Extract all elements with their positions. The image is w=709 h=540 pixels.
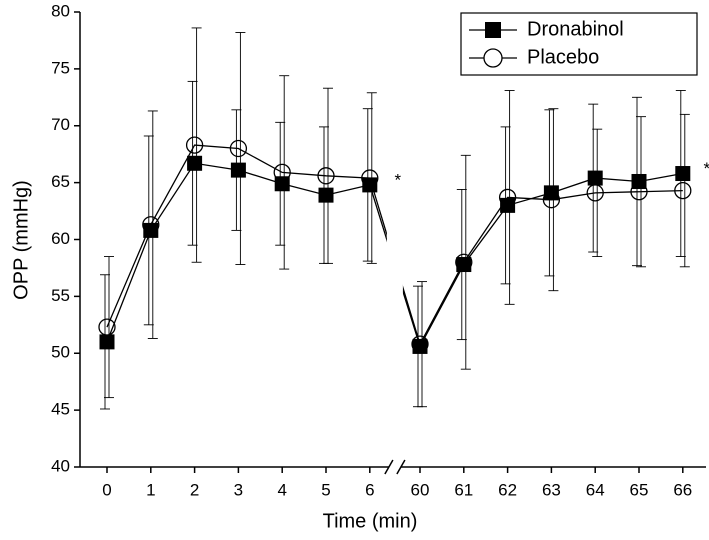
x-tick-label: 0 <box>102 480 111 499</box>
marker <box>498 188 517 207</box>
marker <box>317 167 335 185</box>
x-tick-label: 66 <box>673 480 692 499</box>
y-tick-label: 55 <box>51 286 70 305</box>
marker <box>674 181 692 200</box>
marker <box>586 184 604 202</box>
x-tick-label: 2 <box>190 480 199 499</box>
x-tick-label: 3 <box>234 480 243 499</box>
marker <box>187 155 203 171</box>
x-tick-label: 62 <box>498 480 517 499</box>
y-tick-label: 80 <box>51 1 70 20</box>
marker <box>361 169 379 187</box>
y-tick-label: 65 <box>51 172 70 191</box>
marker <box>675 166 691 182</box>
marker <box>412 338 428 354</box>
marker <box>542 191 561 209</box>
marker <box>230 162 246 178</box>
marker <box>318 187 334 203</box>
annotation: * <box>703 159 709 178</box>
x-tick-label: 5 <box>321 480 330 499</box>
marker <box>631 173 647 189</box>
marker <box>273 163 291 182</box>
marker <box>362 177 378 193</box>
marker <box>630 183 648 201</box>
marker <box>142 216 160 234</box>
axis-break <box>384 459 394 475</box>
x-tick-label: 4 <box>277 480 286 499</box>
marker <box>185 136 204 154</box>
x-tick-label: 60 <box>411 480 430 499</box>
x-tick-label: 63 <box>542 480 561 499</box>
y-tick-label: 45 <box>51 400 70 419</box>
y-axis-label: OPP (mmHg) <box>10 180 32 300</box>
x-tick-label: 1 <box>146 480 155 499</box>
legend-marker <box>485 22 501 38</box>
x-tick-label: 65 <box>630 480 649 499</box>
legend-marker <box>483 48 503 68</box>
marker <box>455 253 473 271</box>
marker <box>99 334 115 350</box>
y-tick-label: 70 <box>51 115 70 134</box>
axis-break <box>396 459 406 475</box>
x-axis-label: Time (min) <box>323 510 418 532</box>
x-tick-label: 64 <box>586 480 605 499</box>
marker <box>411 335 429 353</box>
marker <box>543 185 559 201</box>
marker <box>98 318 116 336</box>
marker <box>229 139 248 158</box>
marker <box>587 170 603 186</box>
annotation: * <box>394 170 401 189</box>
y-tick-label: 75 <box>51 58 70 77</box>
x-tick-label: 6 <box>365 480 374 499</box>
legend-label: Dronabinol <box>527 18 624 40</box>
legend-label: Placebo <box>527 46 599 68</box>
y-tick-label: 40 <box>51 456 70 475</box>
marker <box>143 222 159 238</box>
marker <box>456 257 472 273</box>
x-tick-label: 61 <box>454 480 473 499</box>
y-tick-label: 60 <box>51 229 70 248</box>
break-gap <box>386 12 403 457</box>
y-tick-label: 50 <box>51 343 70 362</box>
